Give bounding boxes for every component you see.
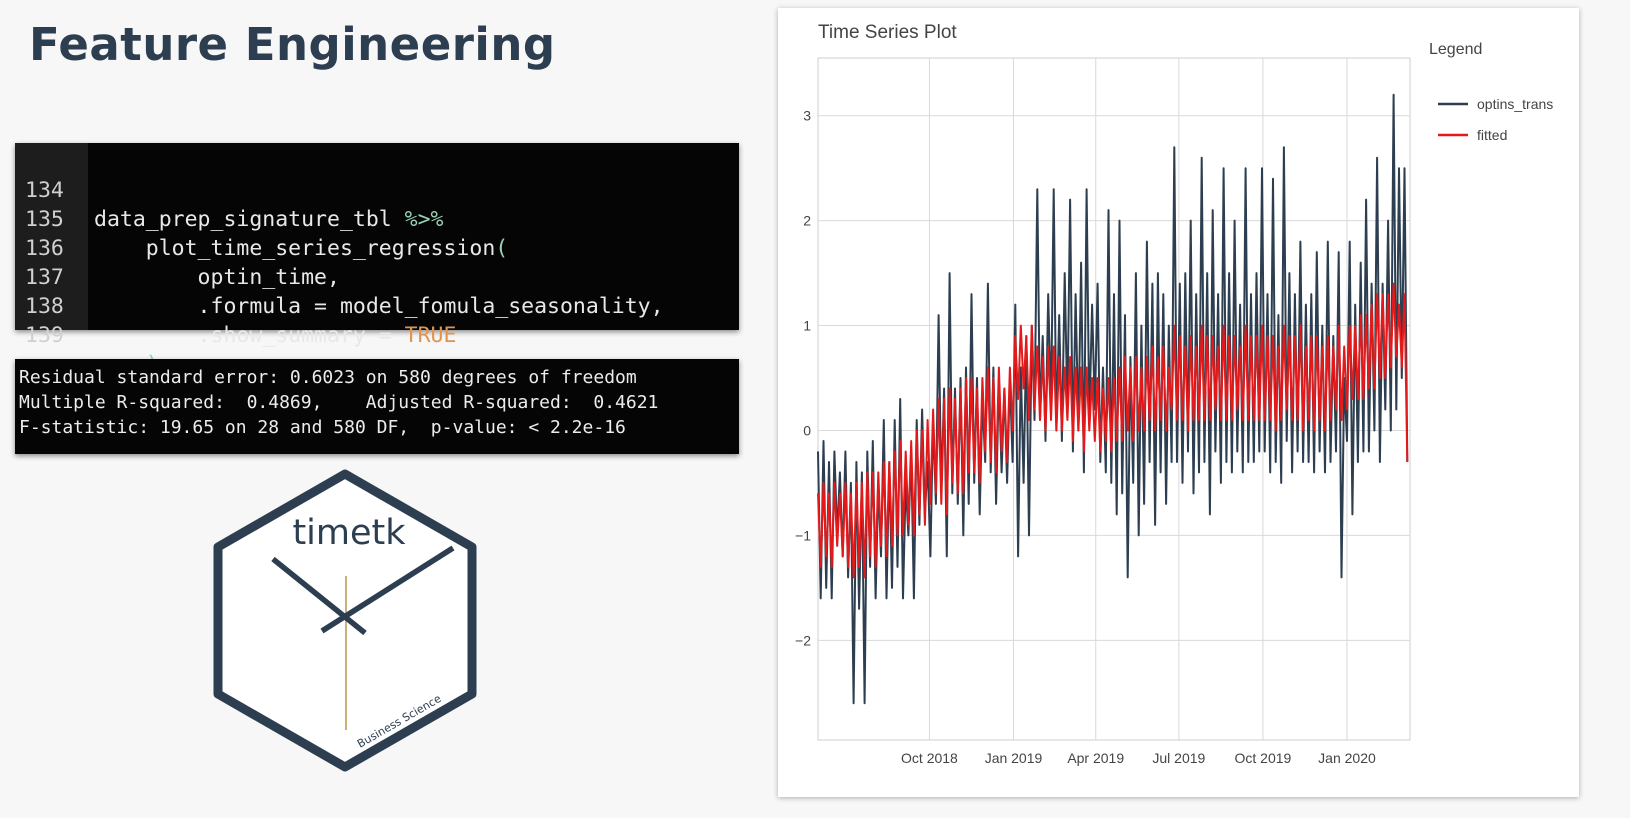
summary-line: Residual standard error: 0.6023 on 580 d… xyxy=(19,367,637,388)
x-tick-label: Jul 2019 xyxy=(1152,750,1205,766)
code-segment: optin_time, xyxy=(94,265,340,290)
model-summary-output: Residual standard error: 0.6023 on 580 d… xyxy=(15,359,739,454)
code-text: data_prep_signature_tbl %>% xyxy=(94,205,444,234)
legend-label: optins_trans xyxy=(1477,96,1553,112)
y-tick-label: 1 xyxy=(803,318,811,334)
summary-line: F-statistic: 19.65 on 28 and 580 DF, p-v… xyxy=(19,417,626,438)
code-segment: data_prep_signature_tbl xyxy=(94,207,405,232)
code-line: 139 ) xyxy=(15,292,159,377)
y-tick-label: 3 xyxy=(803,108,811,124)
x-tick-label: Apr 2019 xyxy=(1067,750,1124,766)
code-text: .show_summary = TRUE xyxy=(94,321,457,350)
boolean-literal: TRUE xyxy=(404,323,457,348)
y-tick-label: 2 xyxy=(803,213,811,229)
line-number: 136 xyxy=(25,236,64,261)
code-text: optin_time, xyxy=(94,263,340,292)
code-segment: .show_summary = xyxy=(94,323,405,348)
clock-minute-hand xyxy=(320,545,455,634)
code-line: 136 optin_time, xyxy=(15,205,340,290)
summary-line: Multiple R-squared: 0.4869, Adjusted R-s… xyxy=(19,392,659,413)
y-tick-label: 0 xyxy=(803,422,811,438)
series-line-fitted xyxy=(817,282,1409,579)
x-tick-label: Jan 2019 xyxy=(985,750,1043,766)
code-text: plot_time_series_regression( xyxy=(94,234,508,263)
code-segment: plot_time_series_regression xyxy=(94,236,496,261)
line-number: 134 xyxy=(25,178,64,203)
code-segment: .formula = model_fomula_seasonality, xyxy=(94,294,664,319)
code-line: 137 .formula = model_fomula_seasonality, xyxy=(15,234,664,319)
legend-item-fitted[interactable]: fitted xyxy=(1438,127,1507,143)
code-gutter xyxy=(15,143,88,330)
code-block: 134 data_prep_signature_tbl %>% 135 plot… xyxy=(15,143,739,377)
legend-item-optins-trans[interactable]: optins_trans xyxy=(1438,96,1553,112)
series-layer xyxy=(817,93,1409,705)
axes-layer: Oct 2018 Jan 2019 Apr 2019 Jul 2019 Oct 2019… xyxy=(795,108,1376,766)
y-tick-label: −2 xyxy=(795,632,811,648)
code-line: 134 data_prep_signature_tbl %>% xyxy=(15,147,444,232)
code-text: .formula = model_fomula_seasonality, xyxy=(94,292,664,321)
x-tick-label: Jan 2020 xyxy=(1318,750,1376,766)
chart-title: Time Series Plot xyxy=(818,22,957,43)
line-number: 138 xyxy=(25,294,64,319)
legend-label: fitted xyxy=(1477,127,1507,143)
logo-title: timetk xyxy=(292,513,406,553)
x-tick-label: Oct 2018 xyxy=(901,750,958,766)
plot-area-border xyxy=(817,57,1411,741)
line-number: 135 xyxy=(25,207,64,232)
timetk-logo: timetk Business Science xyxy=(213,469,477,772)
legend-title: Legend xyxy=(1429,41,1482,58)
clock-hour-hand xyxy=(271,556,367,636)
pipe-operator: %>% xyxy=(404,207,444,232)
y-tick-label: −1 xyxy=(795,527,811,543)
code-line: 138 .show_summary = TRUE xyxy=(15,263,456,348)
line-number: 139 xyxy=(25,323,64,348)
time-series-chart[interactable]: Oct 2018 Jan 2019 Apr 2019 Jul 2019 Oct 2019… xyxy=(778,8,1579,797)
chart-canvas: Oct 2018 Jan 2019 Apr 2019 Jul 2019 Oct 2019… xyxy=(795,22,1553,766)
x-tick-label: Oct 2019 xyxy=(1234,750,1291,766)
line-number: 137 xyxy=(25,265,64,290)
code-line: 135 plot_time_series_regression( xyxy=(15,176,508,261)
open-paren: ( xyxy=(495,236,509,261)
slide-title: Feature Engineering xyxy=(29,18,556,71)
